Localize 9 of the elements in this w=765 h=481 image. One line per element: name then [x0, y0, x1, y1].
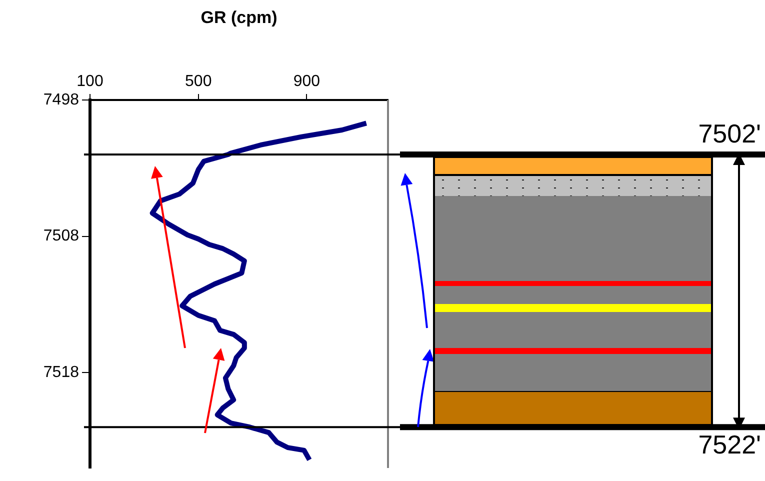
y-tick-label: 7518 [43, 364, 80, 381]
x-tick-label: 100 [76, 72, 104, 90]
ref-line-label: 7502' [698, 118, 761, 149]
x-axis-title: GR (cpm) [200, 8, 278, 27]
ref-line-label: 7522' [698, 429, 761, 460]
x-tick-label: 500 [185, 72, 212, 90]
x-tick-label: 900 [293, 72, 320, 90]
y-tick-label: 7508 [43, 228, 80, 245]
y-tick-label: 7498 [43, 91, 80, 108]
